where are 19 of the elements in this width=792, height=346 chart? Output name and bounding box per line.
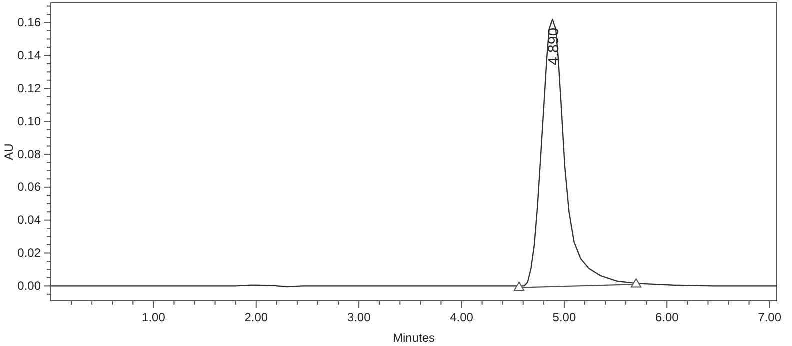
x-tick-label: 1.00 [142, 310, 166, 325]
x-tick-label: 2.00 [244, 310, 268, 325]
y-tick-label: 0.02 [18, 246, 42, 260]
x-axis-title: Minutes [392, 331, 436, 345]
x-tick-label: 7.00 [758, 310, 782, 325]
y-tick-label: 0.00 [18, 279, 42, 294]
y-tick-label: 0.16 [18, 16, 42, 30]
x-tick-label: 4.00 [450, 310, 474, 325]
y-tick-label: 0.06 [18, 180, 42, 194]
annotation: 4.890 [546, 28, 563, 66]
x-tick-label: 3.00 [347, 310, 372, 325]
x-tick-label: 6.00 [655, 310, 680, 325]
y-tick-label: 0.08 [18, 147, 42, 162]
y-tick-label: 0.04 [18, 213, 42, 228]
y-axis-title: AU [2, 144, 16, 160]
y-tick-label: 0.12 [18, 81, 42, 96]
x-tick-label: 5.00 [552, 310, 576, 325]
y-tick-label: 0.14 [18, 48, 42, 63]
y-tick-label: 0.10 [18, 114, 42, 128]
